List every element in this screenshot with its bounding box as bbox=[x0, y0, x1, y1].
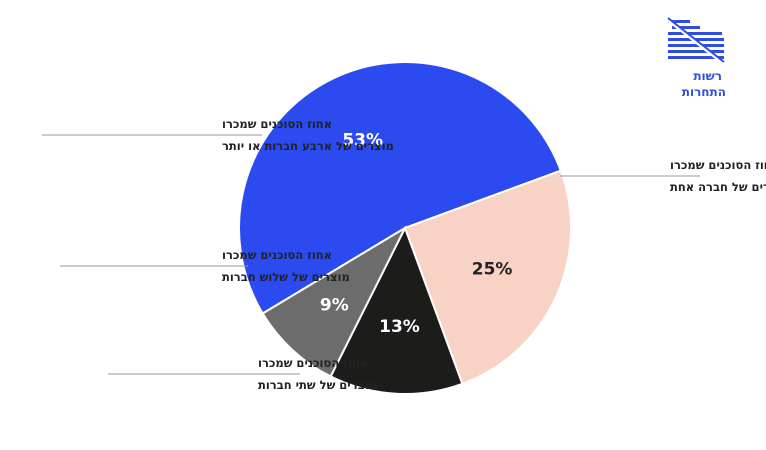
callout-labels: אחוז הסוכנים שמכרו מוצרים של חברה אחת אחוז… bbox=[42, 117, 766, 392]
slice-value-label-3: 13% bbox=[379, 317, 420, 337]
logo-stripe-2 bbox=[672, 26, 700, 29]
logo-diagonal-line bbox=[667, 17, 725, 63]
logo-stripe-3 bbox=[668, 32, 722, 35]
callout-label-2-line-2: מוצרים של שתי חברות bbox=[258, 378, 377, 392]
logo-stripe-6 bbox=[668, 50, 724, 53]
slice-value-label-2: 25% bbox=[472, 259, 513, 279]
callout-label-4-line-1: אחוז הסוכנים שמכרו bbox=[222, 117, 332, 131]
slice-value-label-4: 9% bbox=[320, 295, 349, 315]
logo-line-1: רשות bbox=[693, 69, 722, 83]
pie-slice-2 bbox=[403, 169, 572, 386]
logo-stripe-7 bbox=[668, 56, 724, 59]
pie-slices bbox=[238, 61, 572, 395]
pie-slice-3 bbox=[329, 225, 464, 395]
callout-label-1-line-1: אחוז הסוכנים שמכרו bbox=[670, 158, 766, 172]
pie-slice-4 bbox=[261, 225, 408, 378]
logo-line-2: התחרות bbox=[682, 85, 726, 99]
slice-value-label-1: 53% bbox=[342, 131, 383, 151]
competition-authority-logo: רשות התחרות bbox=[667, 17, 726, 99]
callout-label-1-line-2: מוצרים של חברה אחת bbox=[670, 180, 766, 194]
callout-label-4-line-2: מוצרים של ארבע חברות או יותר bbox=[222, 139, 394, 153]
pie-value-labels: 53% 25% 13% 9% bbox=[320, 131, 513, 337]
callout-label-3-line-1: אחוז הסוכנים שמכרו bbox=[222, 248, 332, 262]
logo-flag-icon bbox=[667, 17, 725, 66]
logo-stripe-5 bbox=[668, 44, 724, 47]
callout-label-2-line-1: אחוז הסוכנים שמכרו bbox=[258, 356, 368, 370]
logo-stripe-1 bbox=[668, 20, 690, 23]
callout-label-3-line-2: מוצרים של שלוש חברות bbox=[222, 270, 350, 284]
pie-slice-1 bbox=[238, 61, 563, 315]
